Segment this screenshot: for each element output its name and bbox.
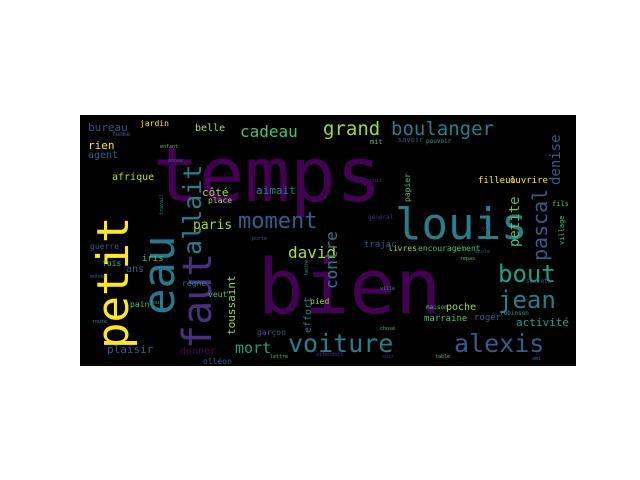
word-aimait: aimait (256, 184, 296, 197)
word-enfant: enfant (160, 144, 179, 150)
word-voiture: voiture (288, 329, 394, 358)
word-pascal: pascal (528, 188, 552, 261)
word-livres: livres (388, 244, 417, 253)
word-veut: veut (208, 290, 228, 299)
word-lettre: lettre (270, 354, 289, 360)
word-attendait: attendait (316, 352, 344, 358)
word-route: route (92, 319, 108, 325)
word-annee: année (168, 158, 184, 164)
word-robinson: robinson (500, 310, 529, 317)
word-belle: belle (195, 123, 226, 134)
word-afrique: afrique (112, 172, 155, 183)
word-trajac: trajac (364, 240, 397, 250)
word-table: table (435, 354, 451, 360)
word-monde: monde (90, 274, 106, 280)
word-jour: jour (150, 300, 163, 306)
word-petite: petite (507, 196, 523, 247)
word-mort: mort (235, 339, 272, 357)
word-vie: vie (482, 226, 492, 232)
word-ami: ami (532, 356, 542, 362)
word-grand: grand (323, 118, 381, 140)
word-village: village (558, 215, 566, 245)
word-louis: louis (395, 199, 528, 250)
word-poche: poche (446, 302, 477, 313)
word-societe: société (526, 278, 552, 285)
word-boulanger: boulanger (391, 118, 494, 140)
word-place: place (208, 196, 233, 205)
word-jardin: jardin (140, 119, 169, 128)
word-pouvoir: pouvoir (426, 138, 452, 145)
word-allait: allait (178, 164, 207, 255)
word-faut: faut (175, 252, 221, 349)
word-iris: iris (142, 254, 164, 264)
word-toussaint: toussaint (225, 275, 238, 335)
word-bureau: bureau (88, 121, 128, 134)
word-fils: fils (552, 200, 569, 208)
word-moment: moment (238, 209, 318, 234)
word-rien: rien (88, 139, 115, 152)
word-ans: ans (126, 264, 145, 275)
word-regne: règne (182, 279, 207, 288)
word-temps: temps (153, 130, 382, 219)
word-fois: fois (102, 259, 122, 268)
word-ouvrire: ouvrire (510, 176, 548, 186)
word-olleon: olléon (203, 357, 232, 366)
word-general: général (368, 214, 394, 221)
word-donner: donner (180, 346, 217, 357)
word-ecole: école (475, 249, 491, 255)
word-paris: paris (193, 218, 233, 233)
word-bout: bout (498, 260, 556, 288)
word-jean: jean (498, 286, 556, 314)
word-guerre: guerre (90, 242, 119, 251)
word-femme: femme (112, 131, 131, 138)
word-heure: heure (304, 259, 310, 275)
word-denise: denise (548, 134, 564, 185)
word-activite: activité (516, 316, 569, 329)
word-david: david (288, 243, 337, 262)
word-maison: maison (426, 304, 448, 311)
word-cloud: temps bien louis petit eau faut voiture … (80, 115, 576, 366)
word-ville: ville (380, 286, 396, 292)
word-chose: chose (380, 326, 396, 332)
word-garcon: garçon (257, 328, 286, 337)
word-marraine: marraine (424, 314, 468, 324)
word-cadeau: cadeau (240, 122, 298, 141)
word-papier: papier (403, 173, 412, 202)
word-soir: soir (382, 354, 395, 360)
word-travail: travail (159, 193, 165, 215)
word-cote: côté (202, 186, 229, 199)
word-roger: roger (474, 313, 502, 323)
word-contre: contre (322, 231, 341, 289)
word-savoir: savoir (398, 136, 424, 144)
word-porte: porte (252, 236, 268, 242)
word-pied: pied (310, 297, 330, 306)
word-petit: petit (88, 216, 139, 349)
word-agent: agent (88, 150, 119, 161)
word-bien: bien (258, 242, 442, 331)
word-encouragement: encouragement (418, 244, 481, 253)
word-pain: pain (130, 300, 150, 309)
word-nuit: nuit (370, 178, 383, 184)
word-filleul: filleul (478, 176, 516, 186)
word-repas: repas (460, 256, 476, 262)
word-alexis: alexis (454, 329, 545, 358)
word-plaisir: plaisir (107, 343, 154, 356)
word-mit: mit (370, 138, 383, 146)
